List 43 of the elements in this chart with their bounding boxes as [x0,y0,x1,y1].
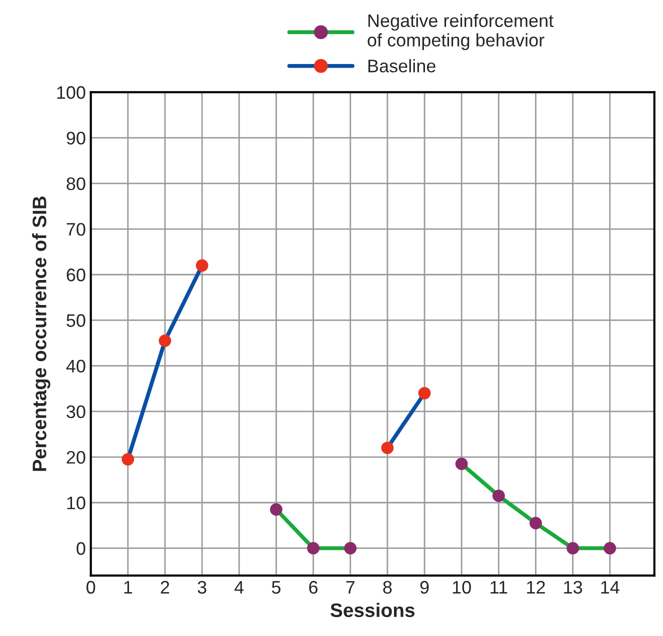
y-tick-label: 10 [67,496,86,510]
x-tick-label: 9 [420,580,429,594]
x-tick-label: 5 [272,581,280,594]
y-axis-title: Percentage occurrence of SIB [32,196,50,471]
y-tick-label: 70 [66,222,86,236]
legend-label: Negative reinforcement of competing behavior [368,14,554,50]
point [307,542,320,554]
y-tick-label: 20 [66,450,86,464]
point [455,458,468,470]
y-tick-label: 60 [66,268,86,282]
x-tick-label: 6 [309,580,318,594]
x-tick-label: 13 [564,580,582,594]
x-tick-label: 10 [452,580,471,594]
point [530,516,542,530]
point [122,453,134,466]
point [492,490,505,502]
x-tick-label: 12 [527,580,545,594]
point [158,334,172,347]
legend-label: Baseline [368,59,436,72]
x-tick-label: 2 [160,580,170,594]
x-tick-label: 0 [86,580,96,594]
point [604,542,616,554]
y-tick-label: 30 [66,405,86,418]
x-axis-title: Sessions [330,602,415,618]
point [381,442,394,454]
y-tick-label: 50 [66,314,86,327]
x-tick-label: 1 [124,581,132,594]
point [196,259,208,272]
x-tick-label: 4 [234,581,244,594]
point [566,542,580,554]
x-tick-label: 11 [490,581,508,594]
y-tick-label: 80 [66,177,86,190]
x-tick-label: 8 [383,580,392,594]
x-tick-label: 3 [198,580,206,594]
y-tick-label: 100 [57,86,86,99]
point [418,386,431,400]
x-tick-label: 7 [346,581,354,594]
x-tick-label: 14 [601,581,620,594]
y-tick-label: 0 [76,542,86,555]
y-tick-label: 90 [66,132,86,145]
y-tick-label: 40 [66,360,86,373]
point [344,542,357,554]
point [270,503,282,516]
